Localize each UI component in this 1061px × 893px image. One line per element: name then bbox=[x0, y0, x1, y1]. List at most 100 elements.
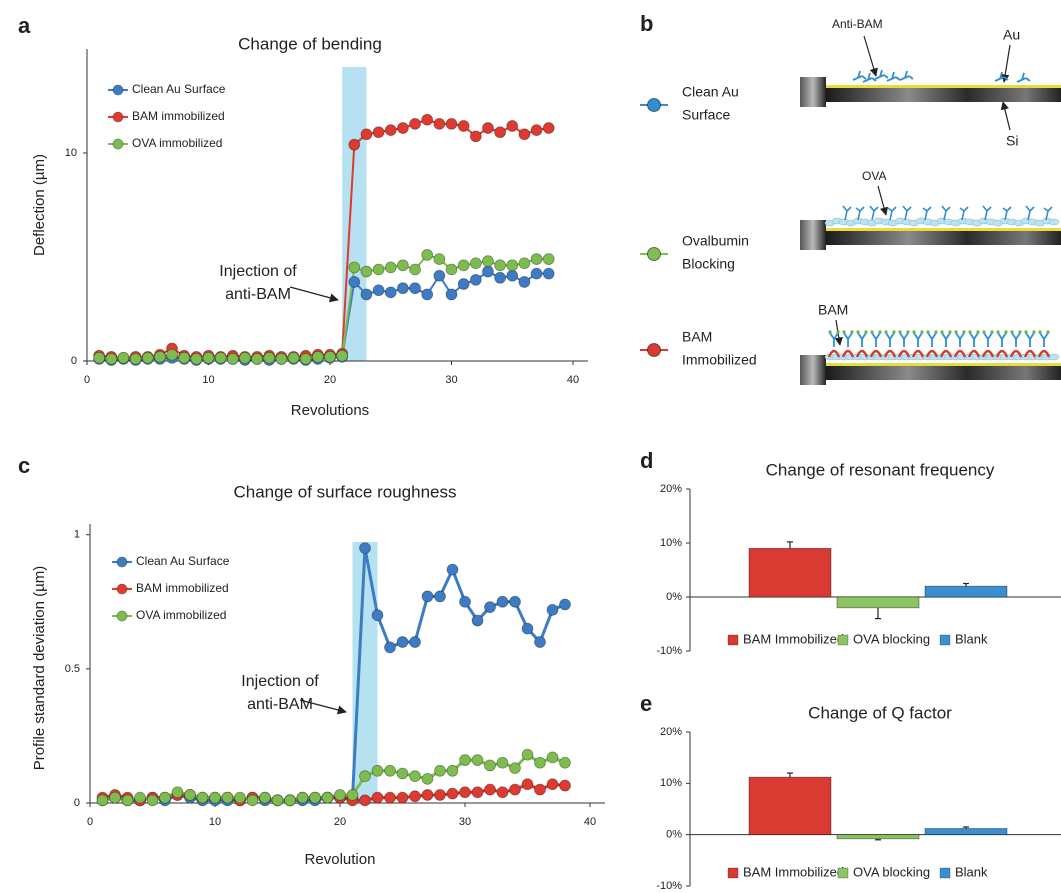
data-point bbox=[433, 117, 446, 130]
data-point bbox=[457, 259, 470, 272]
antigen-tip bbox=[906, 330, 910, 334]
x-tick-label: 40 bbox=[584, 816, 596, 828]
data-point bbox=[226, 353, 239, 365]
data-point bbox=[93, 351, 106, 364]
data-point bbox=[434, 764, 446, 777]
antibody bbox=[1025, 332, 1035, 347]
y-tick-label: 1 bbox=[74, 529, 80, 541]
data-point bbox=[263, 351, 276, 364]
substrate bbox=[826, 366, 1061, 380]
data-point bbox=[433, 253, 446, 265]
y-tick-label: 20% bbox=[660, 483, 682, 495]
data-point bbox=[521, 778, 534, 791]
legend-label: Ovalbumin bbox=[682, 233, 749, 249]
clamp bbox=[800, 77, 826, 107]
legend-marker bbox=[116, 583, 128, 595]
antibody bbox=[855, 206, 865, 221]
data-point bbox=[534, 756, 546, 769]
legend-label: Immobilized bbox=[682, 352, 757, 368]
antibody bbox=[842, 205, 852, 221]
antigen-tip bbox=[850, 330, 854, 334]
data-point bbox=[482, 255, 494, 268]
label-arrow bbox=[1001, 44, 1011, 83]
antigen-tip bbox=[878, 330, 882, 334]
data-point bbox=[421, 789, 434, 801]
data-point bbox=[409, 770, 421, 783]
data-point bbox=[469, 130, 482, 143]
data-point bbox=[445, 117, 458, 130]
antibody bbox=[1043, 206, 1053, 221]
data-point bbox=[433, 269, 446, 282]
y-tick-label: -10% bbox=[656, 645, 682, 657]
data-point bbox=[446, 563, 459, 576]
data-point bbox=[521, 622, 534, 635]
data-point bbox=[530, 124, 543, 137]
x-tick-label: 40 bbox=[567, 374, 579, 386]
y-tick-label: 20% bbox=[660, 726, 682, 738]
antigen-tip bbox=[842, 330, 846, 334]
chart-title: Change of resonant frequency bbox=[766, 460, 995, 479]
bam-molecule bbox=[953, 349, 967, 358]
x-tick-label: 20 bbox=[324, 374, 336, 386]
data-point bbox=[494, 271, 507, 284]
data-point bbox=[484, 783, 496, 796]
bam-molecule bbox=[967, 349, 981, 358]
data-point bbox=[184, 789, 196, 801]
legend-label: Clean Au Surface bbox=[132, 82, 226, 96]
antibody bbox=[941, 332, 951, 347]
antigen-tip bbox=[1046, 330, 1050, 334]
antibody bbox=[871, 332, 881, 347]
bam-molecule bbox=[995, 349, 1009, 358]
antibody bbox=[1011, 332, 1021, 347]
data-point bbox=[348, 261, 361, 274]
legend-swatch bbox=[939, 634, 951, 646]
legend-swatch bbox=[727, 867, 739, 879]
data-point bbox=[117, 351, 130, 364]
legend-label: Blocking bbox=[682, 256, 735, 272]
data-point bbox=[409, 790, 421, 803]
bar bbox=[924, 585, 1008, 598]
data-point bbox=[546, 778, 559, 791]
data-point bbox=[360, 288, 373, 301]
y-tick-label: 10% bbox=[660, 777, 682, 789]
legend-label: BAM Immobilized bbox=[743, 864, 844, 879]
y-tick-label: 0% bbox=[666, 591, 682, 603]
antigen-tip bbox=[1018, 330, 1022, 334]
data-point bbox=[271, 794, 284, 807]
bam-molecule bbox=[911, 349, 925, 358]
data-point bbox=[494, 126, 507, 139]
data-point bbox=[559, 779, 571, 792]
x-tick-label: 30 bbox=[459, 816, 471, 828]
antigen-tip bbox=[898, 330, 902, 334]
antibody bbox=[927, 332, 937, 347]
antibody bbox=[843, 332, 853, 347]
bam-molecule bbox=[1009, 349, 1023, 358]
data-point bbox=[202, 351, 215, 364]
data-point bbox=[434, 590, 446, 603]
data-point bbox=[284, 794, 296, 807]
legend-marker bbox=[116, 556, 128, 568]
data-point bbox=[457, 120, 470, 132]
x-tick-label: 0 bbox=[84, 374, 90, 386]
data-point bbox=[196, 791, 209, 804]
antigen-tip bbox=[1032, 330, 1036, 334]
legend-label: BAM bbox=[682, 329, 712, 345]
panel-letter: e bbox=[640, 691, 652, 716]
data-point bbox=[409, 636, 421, 648]
antibody bbox=[874, 69, 889, 80]
antibody bbox=[969, 332, 979, 347]
panel-letter: c bbox=[18, 453, 30, 478]
legend-label: OVA blocking bbox=[853, 631, 930, 646]
series-line bbox=[99, 118, 549, 359]
antigen-tip bbox=[1004, 330, 1008, 334]
data-point bbox=[359, 542, 371, 555]
panel-letter: a bbox=[18, 13, 31, 38]
antibody bbox=[941, 205, 951, 221]
data-point bbox=[421, 113, 434, 126]
legend-label: Clean Au Surface bbox=[136, 554, 230, 568]
legend-marker bbox=[112, 111, 124, 123]
data-point bbox=[384, 764, 396, 777]
data-point bbox=[509, 762, 521, 775]
legend-marker bbox=[647, 247, 661, 261]
annotation: anti-BAM bbox=[225, 286, 291, 303]
